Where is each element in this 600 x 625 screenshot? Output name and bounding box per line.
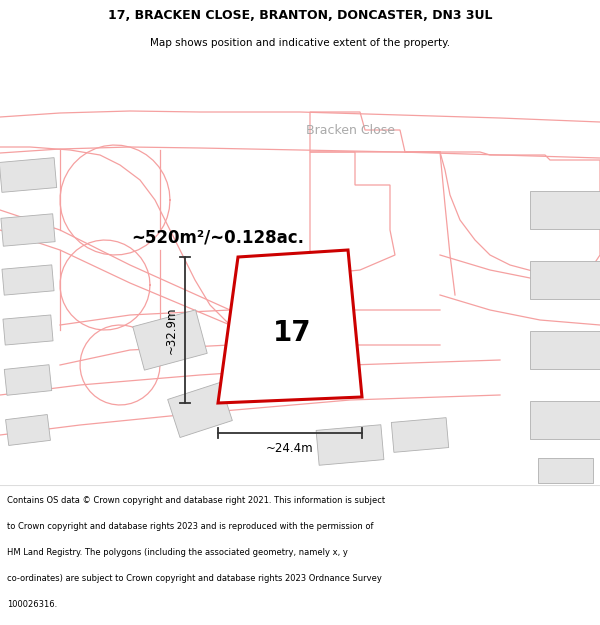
Polygon shape: [167, 382, 232, 438]
Polygon shape: [538, 458, 593, 482]
Polygon shape: [133, 310, 207, 370]
Text: 17, BRACKEN CLOSE, BRANTON, DONCASTER, DN3 3UL: 17, BRACKEN CLOSE, BRANTON, DONCASTER, D…: [108, 9, 492, 22]
Polygon shape: [1, 214, 55, 246]
Text: Map shows position and indicative extent of the property.: Map shows position and indicative extent…: [150, 38, 450, 48]
Text: HM Land Registry. The polygons (including the associated geometry, namely x, y: HM Land Registry. The polygons (includin…: [7, 548, 348, 557]
Polygon shape: [3, 315, 53, 345]
Text: co-ordinates) are subject to Crown copyright and database rights 2023 Ordnance S: co-ordinates) are subject to Crown copyr…: [7, 574, 382, 583]
Polygon shape: [316, 425, 384, 465]
Text: Contains OS data © Crown copyright and database right 2021. This information is : Contains OS data © Crown copyright and d…: [7, 496, 385, 505]
Text: ~24.4m: ~24.4m: [266, 442, 314, 456]
Polygon shape: [530, 191, 600, 229]
Text: to Crown copyright and database rights 2023 and is reproduced with the permissio: to Crown copyright and database rights 2…: [7, 522, 374, 531]
Text: ~520m²/~0.128ac.: ~520m²/~0.128ac.: [131, 229, 305, 247]
Polygon shape: [530, 331, 600, 369]
Text: ~32.9m: ~32.9m: [164, 306, 178, 354]
Polygon shape: [0, 158, 57, 192]
Polygon shape: [218, 250, 362, 403]
Polygon shape: [530, 261, 600, 299]
Text: 100026316.: 100026316.: [7, 600, 58, 609]
Text: 17: 17: [272, 319, 311, 347]
Polygon shape: [391, 418, 449, 452]
Polygon shape: [530, 401, 600, 439]
Polygon shape: [4, 365, 52, 395]
Polygon shape: [2, 265, 54, 295]
Text: Bracken Close: Bracken Close: [305, 124, 395, 138]
Polygon shape: [5, 414, 50, 446]
